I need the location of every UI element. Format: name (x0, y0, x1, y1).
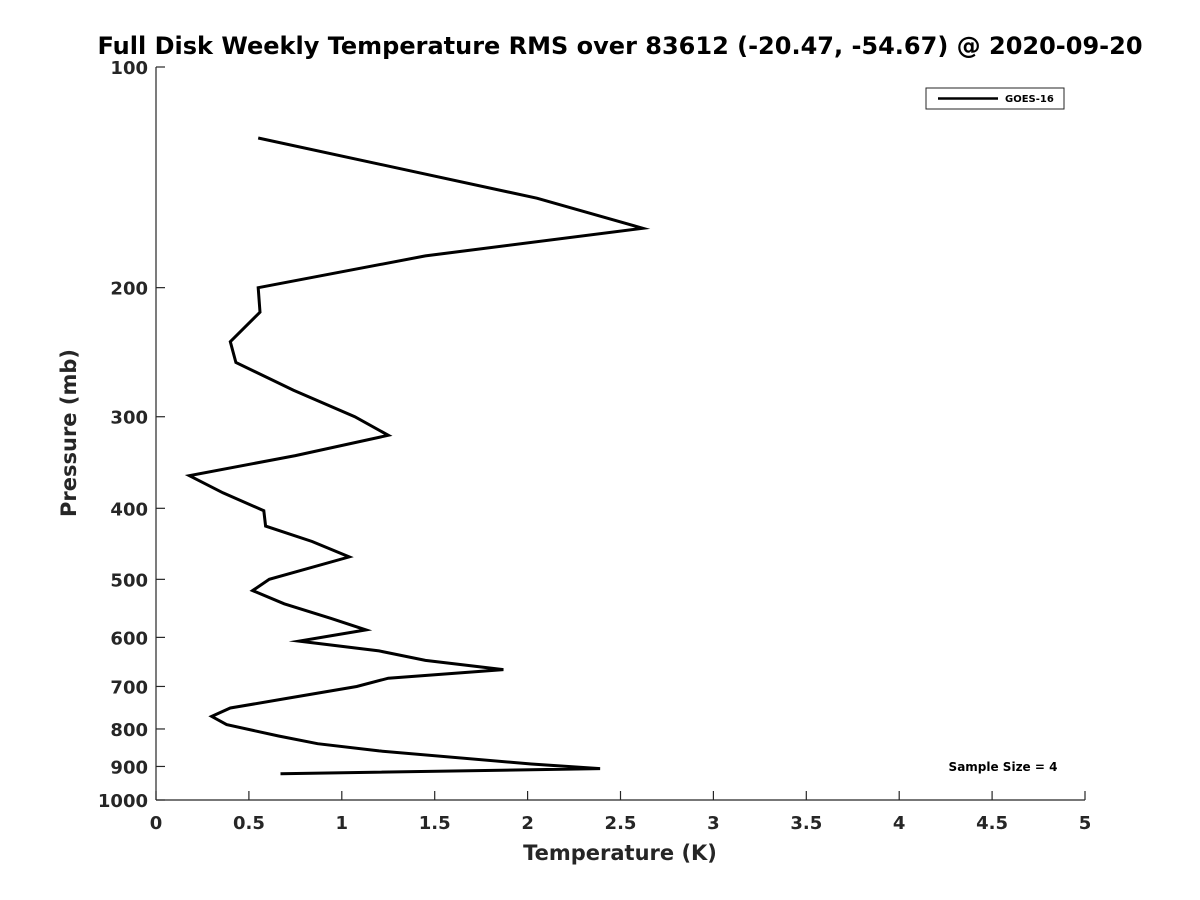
y-ticks: 100 200 300 400 500 600 700 800 900 1000 (98, 58, 165, 812)
y-tick-label: 700 (110, 677, 148, 698)
x-tick-label: 2.5 (605, 813, 637, 834)
y-tick-label: 900 (110, 757, 148, 778)
chart-title: Full Disk Weekly Temperature RMS over 83… (97, 32, 1142, 60)
x-tick-label: 0.5 (233, 813, 265, 834)
y-tick-label: 500 (110, 570, 148, 591)
y-tick-label: 200 (110, 279, 148, 300)
y-axis-label: Pressure (mb) (57, 349, 81, 517)
series-line-goes-16 (184, 136, 651, 776)
plot-area: 0 0.5 1 1.5 2 2.5 3 3.5 4 4.5 5 100 200 300 400 500 600… (98, 58, 1091, 834)
x-ticks: 0 0.5 1 1.5 2 2.5 3 3.5 4 4.5 5 (150, 791, 1092, 834)
y-tick-label: 600 (110, 628, 148, 649)
y-tick-label: 800 (110, 720, 148, 741)
legend: GOES-16 (925, 87, 1065, 110)
y-tick-label: 1000 (98, 791, 148, 812)
x-tick-label: 1 (336, 813, 349, 834)
y-tick-label: 100 (110, 58, 148, 79)
x-tick-label: 1.5 (419, 813, 451, 834)
sample-size-annotation: Sample Size = 4 (949, 760, 1058, 774)
x-tick-label: 4 (893, 813, 906, 834)
x-tick-label: 2 (521, 813, 534, 834)
x-tick-label: 4.5 (976, 813, 1008, 834)
x-tick-label: 3 (707, 813, 720, 834)
series-layer (184, 136, 651, 776)
legend-label-goes-16: GOES-16 (1005, 94, 1054, 105)
x-axis-label: Temperature (K) (523, 841, 717, 865)
y-tick-label: 300 (110, 408, 148, 429)
y-tick-label: 400 (110, 499, 148, 520)
x-tick-label: 0 (150, 813, 163, 834)
x-tick-label: 5 (1079, 813, 1092, 834)
x-tick-label: 3.5 (790, 813, 822, 834)
